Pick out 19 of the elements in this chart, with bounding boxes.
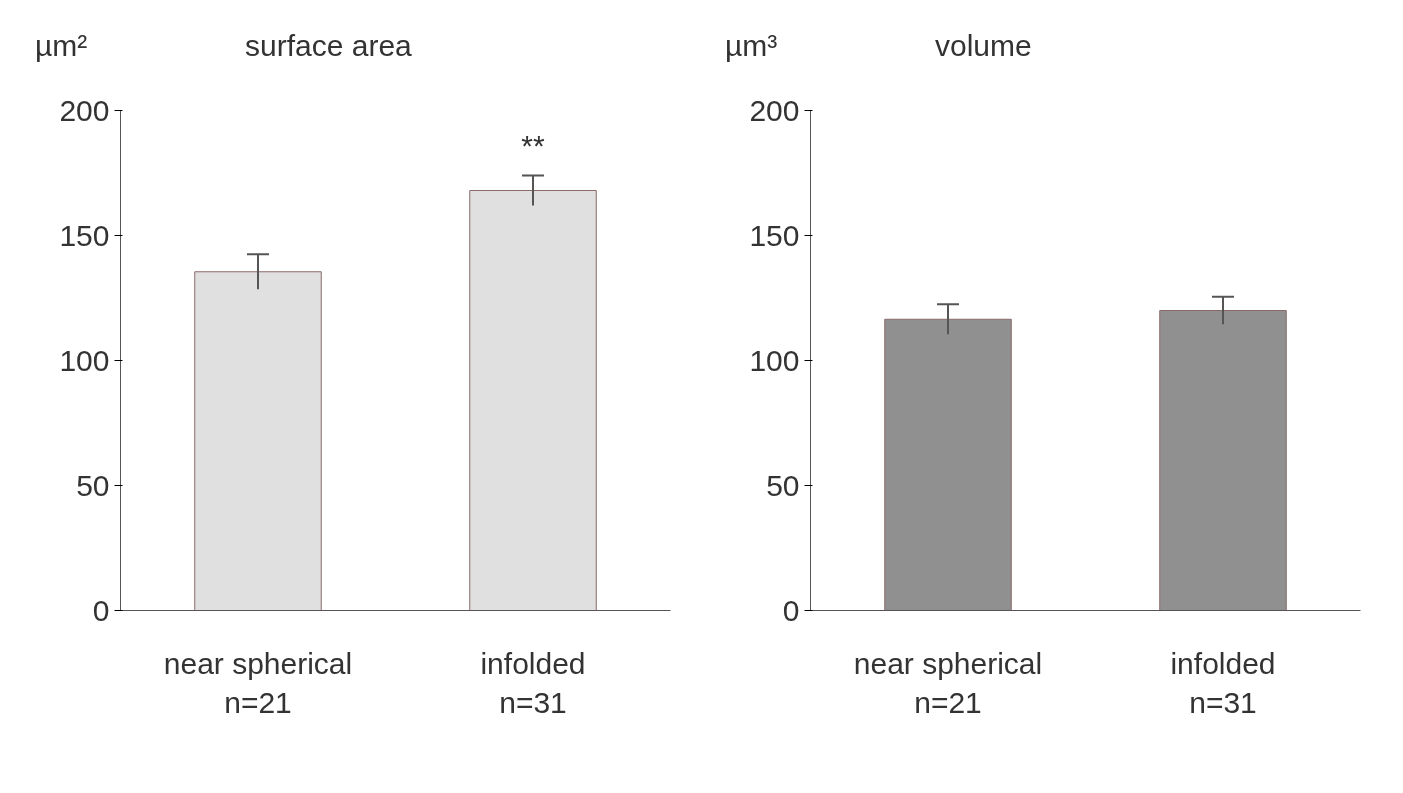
y-tick-label: 100 bbox=[59, 343, 110, 377]
x-tick-label: infolded n=31 bbox=[480, 646, 586, 720]
x-tick-label: near spherical n=21 bbox=[163, 646, 353, 720]
y-tick-label: 50 bbox=[766, 468, 800, 502]
y-tick-label: 0 bbox=[782, 593, 800, 627]
y-tick-label: 200 bbox=[749, 93, 800, 127]
annotation: ** bbox=[521, 128, 545, 162]
y-tick-label: 100 bbox=[749, 343, 800, 377]
y-tick-label: 0 bbox=[92, 593, 110, 627]
chart-title: surface area bbox=[245, 28, 412, 64]
x-tick-label: infolded n=31 bbox=[1170, 646, 1276, 720]
y-axis-title: µm² bbox=[35, 28, 88, 64]
x-tick-label: near spherical n=21 bbox=[853, 646, 1043, 720]
y-tick-label: 150 bbox=[749, 218, 800, 252]
y-tick-label: 50 bbox=[76, 468, 110, 502]
y-tick-label: 200 bbox=[59, 93, 110, 127]
chart-title: volume bbox=[935, 28, 1032, 64]
y-axis-title: µm³ bbox=[725, 28, 778, 64]
y-tick-label: 150 bbox=[59, 218, 110, 252]
